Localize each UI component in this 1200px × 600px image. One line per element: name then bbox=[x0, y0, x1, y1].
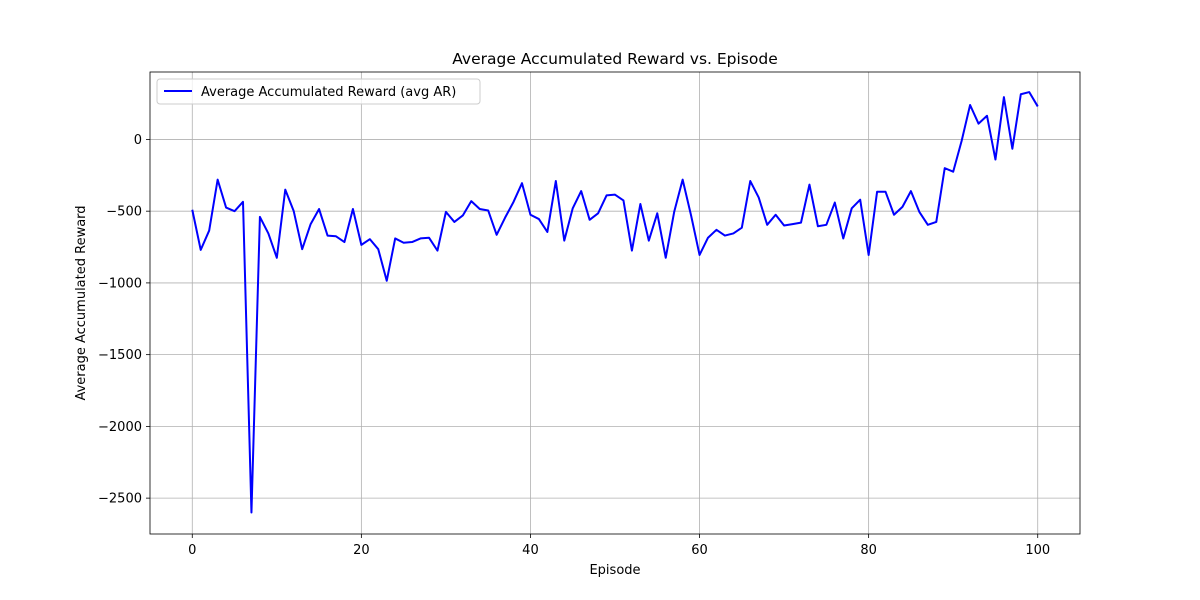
axis-ticks: 0 20 40 60 80 100 0 −500 −1000 −1500 −2000 −2500 bbox=[98, 133, 1050, 558]
legend-box bbox=[156, 78, 481, 105]
series-layer bbox=[191, 91, 1039, 514]
plot-frame bbox=[149, 71, 1081, 535]
x-tick-label: 0 bbox=[188, 543, 196, 558]
x-tick-label: 100 bbox=[1025, 543, 1050, 558]
grid bbox=[150, 72, 1080, 534]
y-tick-label: −2500 bbox=[98, 492, 142, 507]
y-axis-label: Average Accumulated Reward bbox=[74, 205, 89, 400]
x-tick-label: 60 bbox=[691, 543, 708, 558]
x-tick-label: 80 bbox=[860, 543, 877, 558]
series-line bbox=[191, 91, 1039, 514]
y-tick-label: −2000 bbox=[98, 420, 142, 435]
legend: Average Accumulated Reward (avg AR) bbox=[156, 78, 481, 105]
y-tick-label: −500 bbox=[106, 205, 142, 220]
legend-label: Average Accumulated Reward (avg AR) bbox=[201, 85, 456, 100]
y-tick-label: −1500 bbox=[98, 348, 142, 363]
x-axis-label: Episode bbox=[589, 563, 640, 578]
y-tick-label: 0 bbox=[134, 133, 142, 148]
x-tick-label: 40 bbox=[522, 543, 539, 558]
x-tick-label: 20 bbox=[353, 543, 370, 558]
y-tick-label: −1000 bbox=[98, 276, 142, 291]
chart-title: Average Accumulated Reward vs. Episode bbox=[452, 50, 778, 68]
